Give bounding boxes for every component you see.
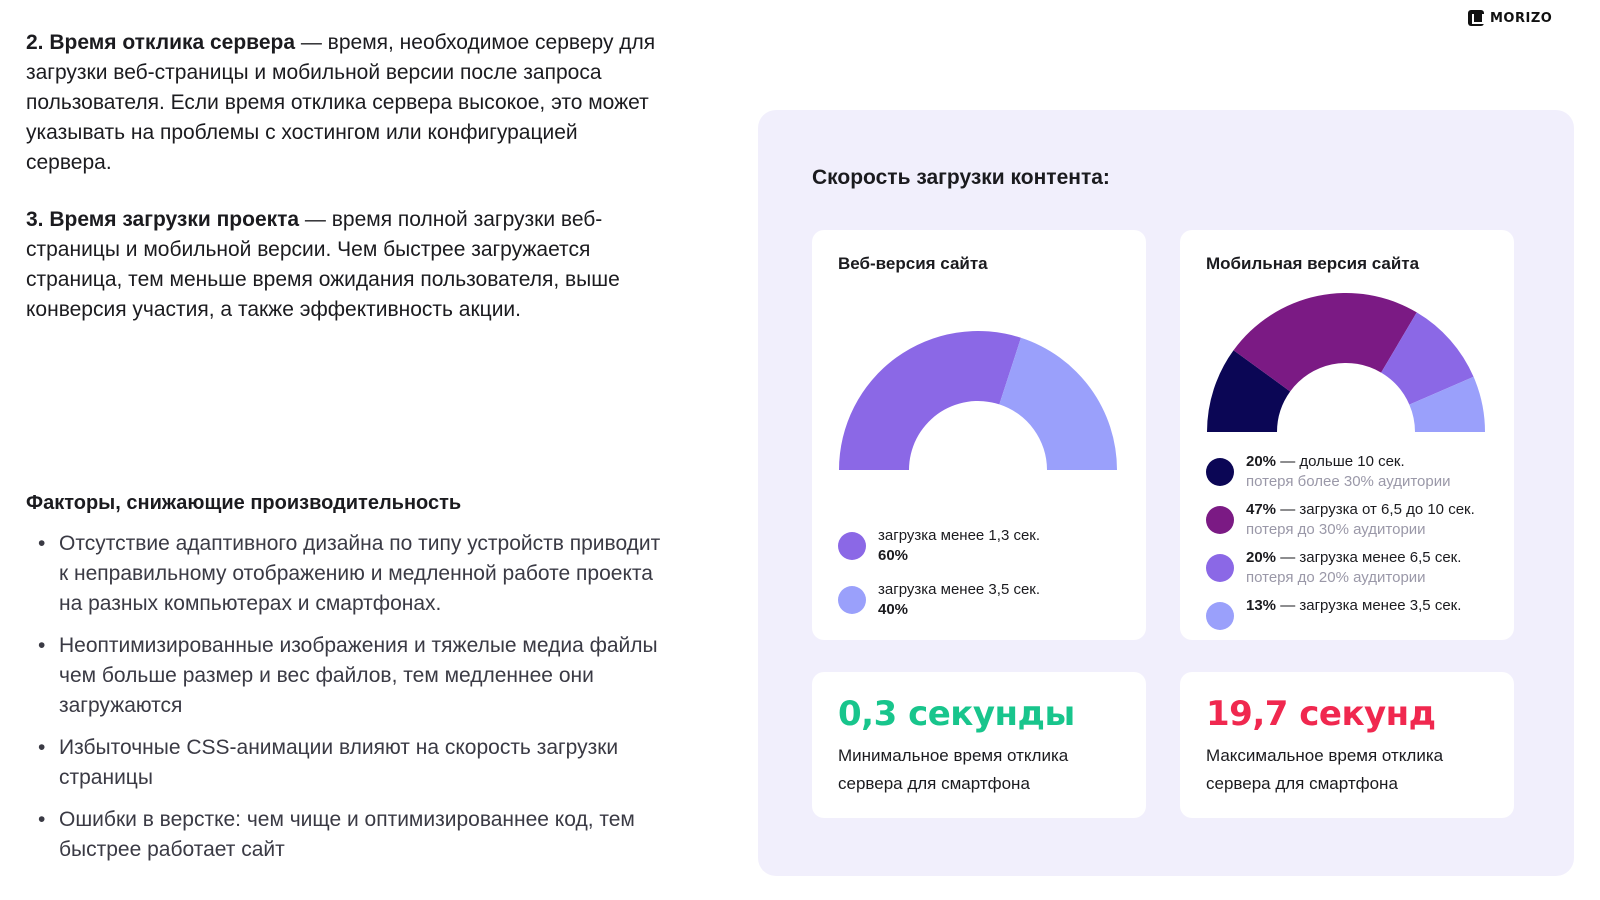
web-chart-card: Веб-версия сайта загрузка менее 1,3 сек.… — [812, 230, 1146, 640]
web-donut-chart — [839, 331, 1117, 470]
legend-dot — [1206, 458, 1234, 486]
legend-percent: 40% — [878, 601, 909, 618]
logo-text: MORIZO — [1490, 10, 1553, 26]
legend-label: — загрузка менее 6,5 сек. — [1276, 549, 1462, 566]
legend-dot — [1206, 506, 1234, 534]
panel-title: Скорость загрузки контента: — [812, 166, 1110, 189]
factors-list: Отсутствие адаптивного дизайна по типу у… — [26, 529, 666, 865]
intro-item-3-title: 3. Время загрузки проекта — [26, 208, 300, 231]
max-response-desc: Максимальное время отклика сервера для с… — [1206, 746, 1444, 793]
factor-item: Неоптимизированные изображения и тяжелые… — [26, 631, 666, 721]
mobile-legend-item-4: 13% — загрузка менее 3,5 сек. — [1206, 596, 1461, 630]
legend-sub: потеря до 30% аудитории — [1246, 521, 1426, 538]
donut-segment-4 — [1409, 376, 1485, 432]
mobile-legend-item-1: 20% — дольше 10 сек. потеря более 30% ауд… — [1206, 452, 1451, 492]
donut-segment-2 — [999, 337, 1117, 470]
intro-item-2-text: — время, необходимое серверу для загрузк… — [26, 31, 656, 174]
factor-item: Ошибки в верстке: чем чище и оптимизиров… — [26, 805, 666, 865]
legend-percent: 20% — [1246, 549, 1277, 566]
factor-item: Избыточные CSS-анимации влияют на скорос… — [26, 733, 666, 793]
legend-label: — загрузка менее 3,5 сек. — [1276, 597, 1462, 614]
min-response-card: 0,3 секунды Минимальное время отклика се… — [812, 672, 1146, 818]
legend-dot — [838, 586, 866, 614]
legend-dot — [1206, 602, 1234, 630]
donut-segment-3 — [1381, 312, 1474, 405]
mobile-legend-item-3: 20% — загрузка менее 6,5 сек. потеря до 2… — [1206, 548, 1461, 588]
legend-label: — загрузка от 6,5 до 10 сек. — [1276, 501, 1475, 518]
legend-sub: потеря до 20% аудитории — [1246, 569, 1426, 586]
donut-segment-1 — [1207, 350, 1291, 432]
mobile-chart-title: Мобильная версия сайта — [1206, 254, 1420, 273]
web-legend-item-2: загрузка менее 3,5 сек. 40% — [838, 580, 1040, 620]
legend-percent: 20% — [1246, 453, 1277, 470]
max-response-card: 19,7 секунд Максимальное время отклика с… — [1180, 672, 1514, 818]
max-response-value: 19,7 секунд — [1206, 694, 1436, 734]
legend-sub: потеря более 30% аудитории — [1246, 473, 1451, 490]
factor-item: Отсутствие адаптивного дизайна по типу у… — [26, 529, 666, 619]
donut-segment-2 — [1233, 293, 1417, 392]
min-response-desc: Минимальное время отклика сервера для см… — [838, 746, 1069, 793]
mobile-donut-chart — [1207, 293, 1485, 432]
speed-panel: Скорость загрузки контента: Веб-версия с… — [758, 110, 1574, 876]
legend-label: загрузка менее 3,5 сек. — [878, 581, 1041, 598]
donut-segment-1 — [839, 331, 1021, 470]
logo-icon — [1468, 10, 1484, 26]
intro-item-3-text: — время полной загрузки веб-страницы и м… — [26, 208, 620, 321]
min-response-value: 0,3 секунды — [838, 694, 1075, 734]
intro-section: 2. Время отклика сервера — время, необхо… — [26, 28, 666, 325]
legend-dot — [838, 532, 866, 560]
factors-title: Факторы, снижающие производительность — [26, 492, 462, 514]
legend-label: загрузка менее 1,3 сек. — [878, 527, 1041, 544]
intro-item-3: 3. Время загрузки проекта — время полной… — [26, 205, 666, 325]
legend-percent: 60% — [878, 547, 909, 564]
mobile-legend-item-2: 47% — загрузка от 6,5 до 10 сек. потеря д… — [1206, 500, 1475, 540]
factors-section: Факторы, снижающие производительность От… — [26, 492, 666, 877]
legend-percent: 13% — [1246, 597, 1277, 614]
web-legend-item-1: загрузка менее 1,3 сек. 60% — [838, 526, 1040, 566]
intro-item-2: 2. Время отклика сервера — время, необхо… — [26, 28, 666, 178]
web-chart-title: Веб-версия сайта — [838, 254, 988, 273]
intro-item-2-title: 2. Время отклика сервера — [26, 31, 296, 54]
legend-dot — [1206, 554, 1234, 582]
legend-label: — дольше 10 сек. — [1276, 453, 1405, 470]
brand-logo: MORIZO — [1468, 10, 1552, 26]
legend-percent: 47% — [1246, 501, 1277, 518]
mobile-chart-card: Мобильная версия сайта 20% — дольше 10 с… — [1180, 230, 1514, 640]
